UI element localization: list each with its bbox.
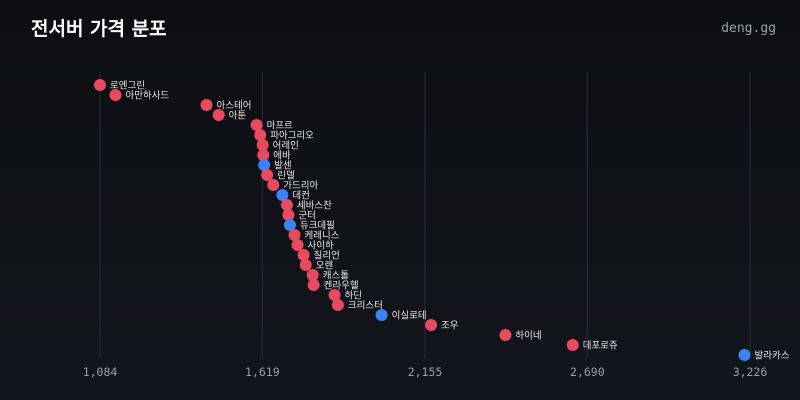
point-label: 켄라우헬 [324,281,359,292]
data-point[interactable] [331,299,344,311]
point-label: 아만하사드 [125,90,169,102]
chart-title: 전서버 가격 분포 [31,18,167,40]
data-point[interactable] [288,229,301,241]
data-point[interactable] [200,99,213,111]
point-label: 린델 [277,170,295,182]
point-label: 아툰 [229,111,247,122]
data-point[interactable] [306,269,319,281]
data-point[interactable] [94,79,106,91]
data-point[interactable] [425,319,438,331]
data-point[interactable] [212,109,225,121]
data-point[interactable] [283,219,296,231]
point-label: 질리언 [314,250,340,262]
x-tick-label: 2,155 [408,365,443,379]
point-label: 파아그리오 [270,131,314,142]
brand-label: deng.gg [721,21,776,36]
data-point[interactable] [258,159,271,171]
point-label: 데컨 [292,191,309,202]
point-label: 어레인 [273,141,299,152]
point-label: 케레니스 [305,231,340,242]
point-label: 이실로테 [392,311,427,322]
point-label: 가드리아 [283,181,318,192]
point-label: 세바스찬 [297,201,332,212]
data-point[interactable] [328,289,341,301]
data-point[interactable] [566,339,579,351]
point-label: 발라카스 [755,351,790,362]
point-label: 오렌 [316,261,333,272]
point-label: 데포로쥬 [583,341,618,352]
point-label: 하딘 [345,290,362,302]
point-label: 로엔그린 [110,81,145,92]
point-label: 조우 [441,321,459,332]
x-tick-label: 2,690 [570,365,605,379]
point-label: 사이하 [308,240,334,252]
data-point[interactable] [254,129,267,141]
point-label: 마프르 [267,121,293,132]
point-label: 발센 [274,161,291,172]
data-point[interactable] [261,169,274,181]
point-label: 하이네 [515,330,541,342]
data-point[interactable] [297,249,310,261]
data-point[interactable] [307,279,320,291]
x-tick-label: 1,084 [83,365,118,379]
point-label: 군터 [298,211,315,222]
data-point[interactable] [738,349,751,361]
data-point[interactable] [375,309,388,321]
data-point[interactable] [499,329,512,341]
x-tick-label: 1,619 [245,365,280,379]
point-label: 크리스터 [348,301,383,312]
point-label: 에바 [273,151,291,162]
data-point[interactable] [257,149,270,161]
data-point[interactable] [282,209,295,221]
data-point[interactable] [256,139,269,151]
point-label: 아스테어 [217,101,252,112]
x-tick-label: 3,226 [733,365,768,379]
data-point[interactable] [291,239,304,251]
data-point[interactable] [299,259,312,271]
point-label: 듀크데필 [300,220,335,232]
data-point[interactable] [267,179,280,191]
data-point[interactable] [109,89,122,101]
point-label: 캐스톨 [323,271,349,282]
data-point[interactable] [276,189,289,201]
data-point[interactable] [250,119,263,131]
data-point[interactable] [280,199,293,211]
